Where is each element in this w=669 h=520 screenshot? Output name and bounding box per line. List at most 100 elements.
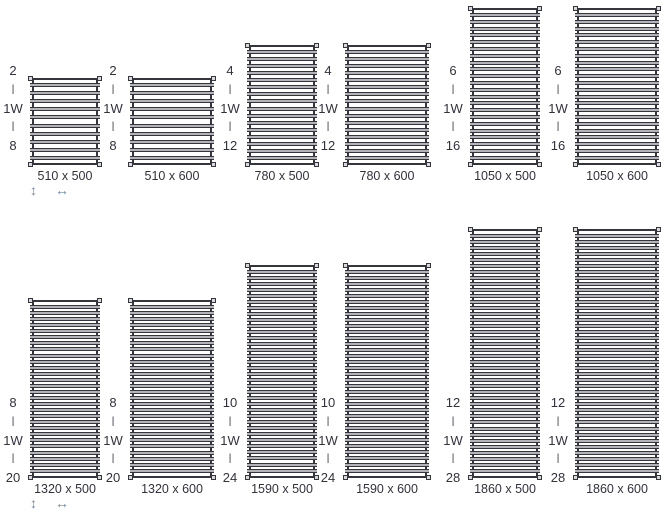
towel-bar [247, 420, 317, 425]
towel-bar [247, 276, 317, 281]
annotation-top-count: 2 [9, 63, 17, 78]
left-rail [347, 47, 349, 163]
radiator-unit: 8 | 1W | 20 1320 x 600 [103, 298, 216, 496]
towel-bar [575, 414, 659, 419]
corner-bracket [343, 162, 348, 167]
towel-bar [130, 426, 214, 431]
left-rail [347, 267, 349, 476]
right-rail [536, 231, 538, 476]
towel-bar [247, 330, 317, 335]
top-rail [132, 300, 212, 302]
corner-bracket [656, 162, 661, 167]
towel-bar [345, 432, 429, 437]
towel-bar [247, 456, 317, 461]
towel-bar [575, 94, 659, 99]
towel-bar [130, 456, 214, 461]
annotation-mid-label: 1W [443, 432, 463, 448]
horizontal-dimension-arrow-icon: ↔ [55, 495, 69, 511]
dimension-arrows: ↕ ↔ [30, 495, 69, 511]
towel-bar [247, 78, 317, 83]
annotation-separator: | [556, 83, 560, 95]
right-rail [313, 47, 315, 163]
towel-bar [470, 450, 540, 455]
towel-bar [247, 450, 317, 455]
towel-bar [130, 444, 214, 449]
towel-bar [247, 390, 317, 395]
bar-count-annotation: 2 | 1W | 8 [0, 64, 26, 152]
towel-bar [345, 444, 429, 449]
annotation-separator: | [451, 121, 455, 133]
annotation-mid-label: 1W [548, 432, 568, 448]
towel-bar [345, 270, 429, 274]
towel-bar [470, 294, 540, 299]
corner-bracket [314, 475, 319, 480]
towel-bar [575, 80, 659, 85]
towel-bar [575, 288, 659, 293]
corner-bracket [656, 6, 661, 11]
towel-bar [30, 123, 100, 128]
towel-bar [470, 378, 540, 383]
annotation-separator: | [228, 453, 232, 465]
corner-bracket [245, 475, 250, 480]
towel-bar [575, 264, 659, 269]
towel-bar [247, 300, 317, 305]
bar-stack [575, 13, 659, 160]
towel-bar [30, 329, 100, 334]
corner-bracket [656, 475, 661, 480]
towel-bar [130, 341, 214, 346]
towel-bar [470, 234, 540, 238]
radiator-graphic [573, 6, 661, 167]
towel-bar [30, 91, 100, 96]
annotation-separator: | [451, 453, 455, 465]
towel-bar [247, 402, 317, 407]
towel-bar [30, 147, 100, 152]
annotation-bottom-count: 24 [320, 470, 336, 485]
right-rail [313, 267, 315, 476]
size-label: 1320 x 600 [141, 482, 203, 496]
towel-bar [470, 128, 540, 133]
corner-bracket [426, 475, 431, 480]
towel-bar [247, 92, 317, 97]
towel-bar [30, 450, 100, 455]
towel-bar [345, 300, 429, 305]
towel-bar [470, 80, 540, 85]
towel-bar [575, 426, 659, 431]
towel-bar [247, 71, 317, 76]
towel-bar [247, 106, 317, 111]
radiator-graphic [573, 227, 661, 480]
annotation-separator: | [326, 453, 330, 465]
corner-bracket [28, 475, 33, 480]
radiator-graphic [245, 43, 319, 167]
towel-bar [575, 312, 659, 317]
towel-bar [575, 384, 659, 389]
towel-bar [345, 342, 429, 347]
radiator-graphic [343, 263, 431, 480]
towel-bar [575, 318, 659, 323]
towel-bar [345, 378, 429, 383]
corner-bracket [426, 162, 431, 167]
towel-bar [470, 33, 540, 38]
towel-bar [247, 468, 317, 473]
towel-bar [575, 468, 659, 473]
corner-bracket [314, 43, 319, 48]
towel-bar [470, 306, 540, 311]
annotation-separator: | [451, 83, 455, 95]
towel-bar [470, 288, 540, 293]
annotation-top-count: 4 [226, 63, 234, 78]
towel-bar [345, 384, 429, 389]
towel-bar [345, 396, 429, 401]
annotation-bottom-count: 28 [445, 470, 461, 485]
towel-bar [247, 438, 317, 443]
towel-bar [345, 288, 429, 293]
horizontal-dimension-arrow-icon: ↔ [55, 182, 69, 198]
towel-bar [470, 354, 540, 359]
left-rail [249, 267, 251, 476]
annotation-mid-label: 1W [548, 100, 568, 116]
towel-bar [470, 246, 540, 251]
corner-bracket [343, 43, 348, 48]
bar-stack [130, 83, 214, 160]
towel-bar [130, 335, 214, 340]
corner-bracket [314, 162, 319, 167]
corner-bracket [468, 162, 473, 167]
radiator-graphic [343, 43, 431, 167]
